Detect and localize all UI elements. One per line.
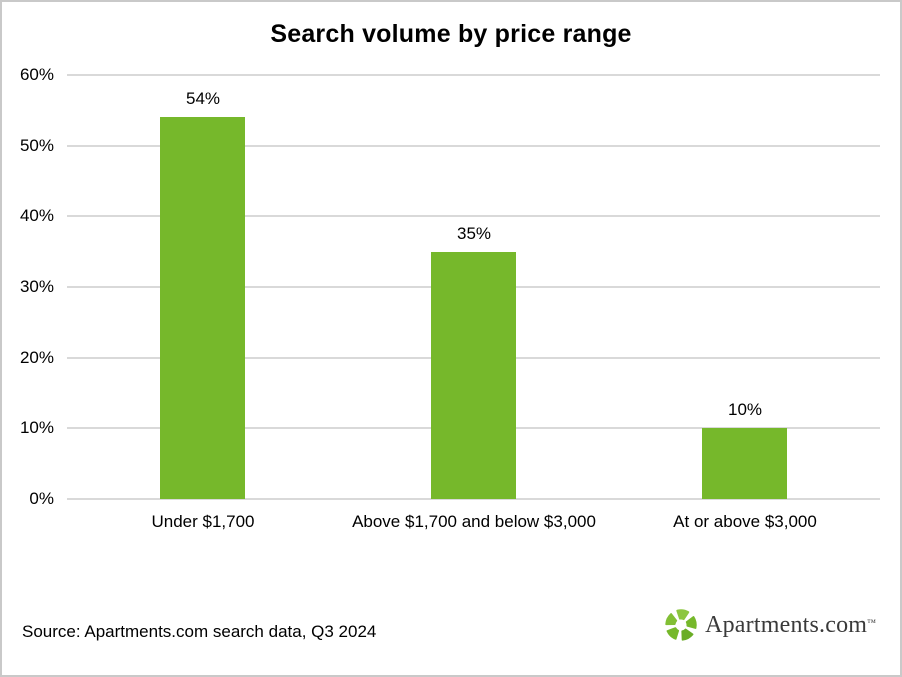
bar-value-label: 35% (456, 224, 492, 243)
chart-title: Search volume by price range (270, 20, 632, 48)
y-axis-tick-label: 20% (19, 348, 54, 367)
y-axis-tick-label: 10% (19, 418, 54, 437)
y-axis-tick-label: 0% (29, 489, 54, 508)
x-axis-category-label: Under $1,700 (151, 512, 255, 531)
trademark-symbol: ™ (867, 617, 876, 628)
x-axis-category-label: Above $1,700 and below $3,000 (352, 512, 596, 531)
bar-value-label: 54% (185, 89, 221, 108)
y-axis-tick-label: 60% (19, 65, 54, 84)
bar-value-label: 10% (727, 400, 763, 419)
bar-3 (702, 428, 787, 499)
x-axis-category-label: At or above $3,000 (673, 512, 817, 531)
bar-2 (431, 252, 516, 499)
gridline-0 (67, 498, 880, 500)
gridline-50 (67, 145, 880, 147)
gridline-40 (67, 215, 880, 217)
y-axis-tick-label: 50% (19, 136, 54, 155)
logo-wordmark: Apartments.com (705, 611, 868, 638)
plot-area: Under $1,700 Above $1,700 and below $3,00… (20, 65, 880, 531)
apartments-logo: Apartments.com™ (664, 608, 876, 642)
gridline-60 (67, 74, 880, 76)
bar-1 (160, 117, 245, 499)
y-axis-tick-label: 30% (19, 277, 54, 296)
apartments-logo-text: Apartments.com™ (705, 612, 876, 639)
source-text: Source: Apartments.com search data, Q3 2… (22, 622, 377, 641)
apartments-pinwheel-icon (665, 609, 697, 641)
y-axis-tick-label: 40% (19, 206, 54, 225)
